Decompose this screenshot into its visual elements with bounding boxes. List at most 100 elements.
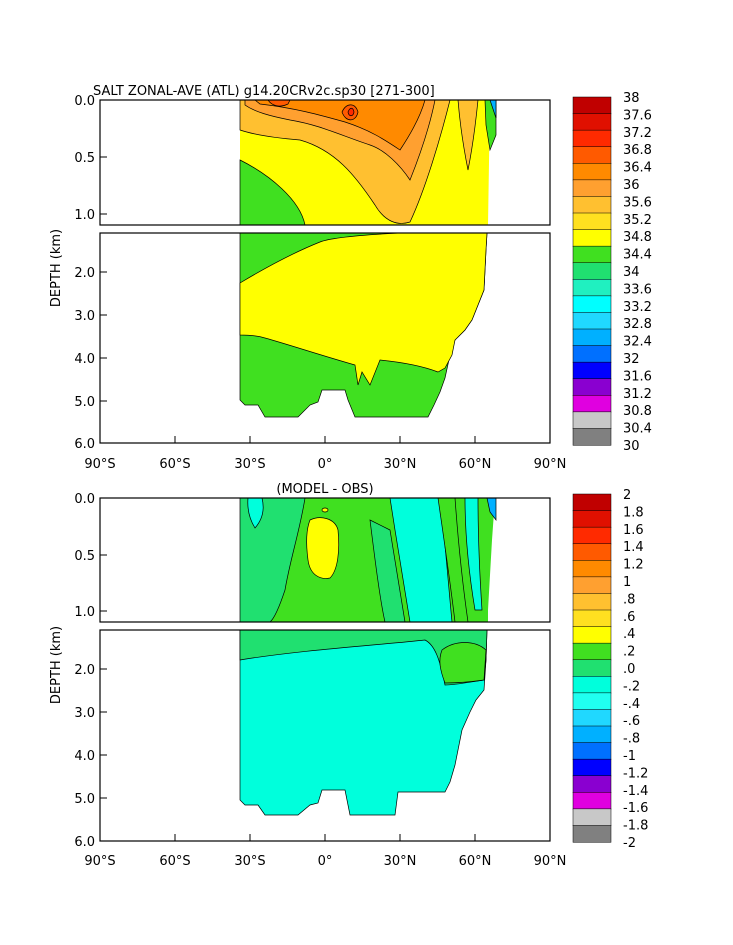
colorbar-level-label: 33.2 <box>623 300 652 315</box>
colorbar-swatch <box>572 626 612 644</box>
colorbar-swatch <box>572 295 612 313</box>
colorbar-swatch <box>572 245 612 264</box>
colorbar-swatch <box>572 676 612 694</box>
colorbar-level-label: .2 <box>623 645 635 660</box>
colorbar-level-label: -.2 <box>623 679 640 694</box>
colorbar-swatch <box>572 129 612 148</box>
salinity-x-ticks: 90°S 60°S 30°S 0° 30°N 60°N 90°N <box>84 436 566 472</box>
y-tick-label: 2.0 <box>74 266 95 281</box>
colorbar-swatch <box>572 609 612 628</box>
salinity-upper-frame <box>99 99 551 226</box>
colorbar-level-label: 34.8 <box>623 230 652 245</box>
colorbar-swatch <box>572 146 612 164</box>
colorbar-swatch <box>572 113 612 131</box>
difference-y-ticks: 0.0 0.5 1.0 2.0 3.0 4.0 5.0 6.0 <box>74 492 107 850</box>
colorbar-level-label: 35.2 <box>623 213 652 228</box>
colorbar-swatch <box>572 825 612 843</box>
colorbar-level-label: 35.6 <box>623 195 652 210</box>
x-tick-label: 90°N <box>534 457 567 472</box>
colorbar-level-label: 33.6 <box>623 282 652 297</box>
difference-lower-field <box>239 630 488 816</box>
colorbar-swatch <box>572 792 612 810</box>
colorbar-level-label: 34 <box>623 265 640 280</box>
colorbar-level-label: 32.8 <box>623 317 652 332</box>
colorbar-swatch <box>572 659 612 677</box>
colorbar-level-label: .0 <box>623 662 635 677</box>
y-tick-label: 6.0 <box>74 835 95 850</box>
y-tick-label: 0.0 <box>74 492 95 507</box>
colorbar-swatch <box>572 560 612 578</box>
colorbar-level-label: 1.2 <box>623 558 644 573</box>
colorbar-level-label: 31.6 <box>623 369 652 384</box>
colorbar-level-label: 34.4 <box>623 248 652 263</box>
colorbar-swatch <box>572 725 612 744</box>
colorbar-level-label: 32 <box>623 352 640 367</box>
y-tick-label: 3.0 <box>74 706 95 721</box>
colorbar-swatch <box>572 196 612 214</box>
colorbar-level-label: 2 <box>623 488 631 503</box>
x-tick-label: 60°S <box>159 457 190 472</box>
colorbar-level-label: 31.2 <box>623 387 652 402</box>
difference-upper-frame <box>99 497 551 623</box>
salinity-title: SALT ZONAL-AVE (ATL) g14.20CRv2c.sp30 [2… <box>93 84 435 99</box>
colorbar-swatch <box>572 328 612 347</box>
colorbar-level-label: 1.8 <box>623 505 644 520</box>
x-tick-label: 30°N <box>384 854 417 869</box>
colorbar-level-label: 36.4 <box>623 161 652 176</box>
colorbar-swatch <box>572 808 612 826</box>
colorbar-swatch <box>572 411 612 429</box>
colorbar-level-label: .8 <box>623 592 635 607</box>
colorbar-level-label: 36 <box>623 178 640 193</box>
colorbar-level-label: 1.4 <box>623 540 644 555</box>
x-tick-label: 30°S <box>234 457 265 472</box>
x-tick-label: 60°N <box>459 854 492 869</box>
colorbar-swatch <box>572 428 612 446</box>
y-tick-label: 5.0 <box>74 792 95 807</box>
y-tick-label: 6.0 <box>74 437 95 452</box>
y-tick-label: 5.0 <box>74 395 95 410</box>
colorbar-swatch <box>572 179 612 197</box>
x-tick-label: 0° <box>318 854 333 869</box>
difference-title: (MODEL - OBS) <box>276 482 373 497</box>
y-tick-label: 1.0 <box>74 208 95 223</box>
colorbar-swatch <box>572 742 612 760</box>
colorbar-swatch <box>572 395 612 413</box>
colorbar-level-label: -.8 <box>623 732 640 747</box>
x-tick-label: 30°N <box>384 457 417 472</box>
difference-x-ticks: 90°S 60°S 30°S 0° 30°N 60°N 90°N <box>84 834 566 869</box>
colorbar-swatch <box>572 526 612 545</box>
difference-panel: (MODEL - OBS) 0.0 0.5 1.0 2.0 3.0 4.0 5.… <box>49 482 648 869</box>
colorbar-level-label: -2 <box>623 836 636 851</box>
colorbar-swatch <box>572 163 612 181</box>
colorbar-level-label: -1.8 <box>623 819 648 834</box>
x-tick-label: 30°S <box>234 854 265 869</box>
colorbar-level-label: -1.2 <box>623 766 648 781</box>
difference-y-axis-label: DEPTH (km) <box>49 626 64 704</box>
salinity-upper-field <box>239 100 497 225</box>
difference-upper-field <box>239 498 497 622</box>
colorbar-level-label: 30 <box>623 439 640 454</box>
colorbar-level-label: -.4 <box>623 697 640 712</box>
colorbar-swatch <box>572 96 612 115</box>
colorbar-swatch <box>572 378 612 396</box>
colorbar-swatch <box>572 229 612 247</box>
colorbar-swatch <box>572 593 612 611</box>
colorbar-swatch <box>572 361 612 380</box>
colorbar-level-label: .4 <box>623 627 635 642</box>
x-tick-label: 90°N <box>534 854 567 869</box>
y-tick-label: 3.0 <box>74 309 95 324</box>
colorbar-level-label: -1 <box>623 749 636 764</box>
salinity-panel: SALT ZONAL-AVE (ATL) g14.20CRv2c.sp30 [2… <box>49 84 652 472</box>
colorbar-swatch <box>572 510 612 528</box>
colorbar-level-label: -1.6 <box>623 801 648 816</box>
colorbar-swatch <box>572 642 612 661</box>
colorbar-swatch <box>572 775 612 793</box>
colorbar-swatch <box>572 709 612 727</box>
colorbar-swatch <box>572 543 612 561</box>
colorbar-level-label: 38 <box>623 91 640 106</box>
colorbar-level-label: 1 <box>623 575 631 590</box>
colorbar-swatch <box>572 576 612 594</box>
y-tick-label: 4.0 <box>74 352 95 367</box>
y-tick-label: 4.0 <box>74 749 95 764</box>
